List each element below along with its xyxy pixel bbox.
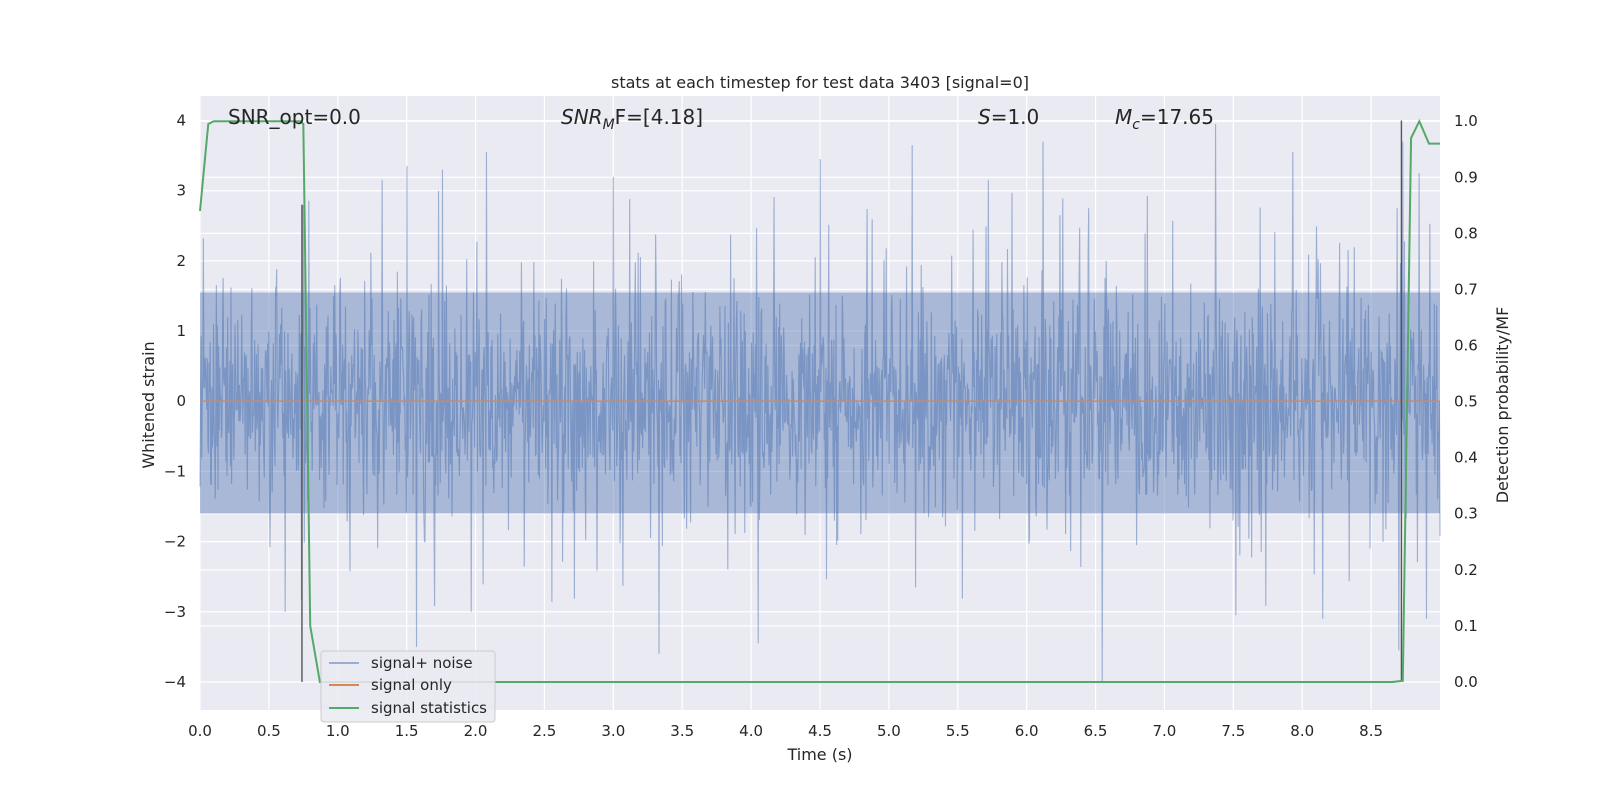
- legend-box: [320, 650, 496, 723]
- y-right-tick-label: 0.7: [1454, 280, 1478, 298]
- signal-noise-line: [199, 124, 1441, 682]
- vertical-markers: [301, 120, 1403, 682]
- x-tick-label: 3.0: [601, 722, 625, 740]
- y-left-tick-label: −3: [164, 603, 186, 621]
- annotation-s: S=1.0: [978, 105, 1039, 129]
- x-tick-label: 4.5: [808, 722, 832, 740]
- annotation-mc-tail: =17.65: [1140, 105, 1214, 129]
- legend-label-signal-only: signal only: [371, 676, 452, 694]
- y-right-tick-label: 1.0: [1454, 112, 1478, 130]
- x-tick-label: 5.0: [877, 722, 901, 740]
- y-left-tick-label: 0: [176, 392, 186, 410]
- legend: signal+ noise signal only signal statist…: [320, 650, 496, 723]
- signal-noise-series: [199, 124, 1441, 682]
- y-left-tick-label: −2: [164, 533, 186, 551]
- y-left-tick-label: 2: [176, 252, 186, 270]
- x-tick-label: 0.0: [188, 722, 212, 740]
- y-right-tick-label: 0.0: [1454, 673, 1478, 691]
- y-right-tick-label: 0.4: [1454, 449, 1478, 467]
- y-right-tick-label: 0.8: [1454, 224, 1478, 242]
- y-axis-label: Whitened strain: [139, 341, 158, 468]
- x-tick-label: 8.5: [1359, 722, 1383, 740]
- y-right-tick-label: 0.5: [1454, 393, 1478, 411]
- x-tick-label: 0.5: [257, 722, 281, 740]
- y-right-tick-labels: 0.0 0.1 0.2 0.3 0.4 0.5 0.6 0.7 0.8 0.9 1.0: [1454, 112, 1478, 691]
- x-tick-labels: 0.0 0.5 1.0 1.5 2.0 2.5 3.0 3.5 4.0 4.5 5.0 5.5 6.0 6…: [188, 722, 1383, 740]
- annotation-s-label: S: [978, 105, 991, 129]
- annotation-mc-sub: c: [1132, 117, 1140, 133]
- annotation-s-tail: =1.0: [991, 105, 1040, 129]
- x-tick-label: 7.5: [1221, 722, 1245, 740]
- y-right-tick-label: 0.1: [1454, 617, 1478, 635]
- y-right-tick-label: 0.6: [1454, 337, 1478, 355]
- x-tick-label: 5.5: [946, 722, 970, 740]
- annotation-snr-mf-label: SNR: [561, 105, 603, 129]
- y-right-axis-label: Detection probability/MF: [1493, 307, 1512, 504]
- x-tick-label: 3.5: [670, 722, 694, 740]
- x-tick-label: 7.0: [1153, 722, 1177, 740]
- y-left-tick-labels: −4 −3 −2 −1 0 1 2 3 4: [164, 112, 186, 691]
- annotation-snr-mf-sub: M: [603, 117, 615, 133]
- y-left-tick-label: 4: [176, 112, 186, 130]
- annotation-snr-opt: SNR_opt=0.0: [228, 105, 361, 129]
- y-left-tick-label: 1: [176, 322, 186, 340]
- y-right-tick-label: 0.9: [1454, 168, 1478, 186]
- x-tick-label: 2.5: [533, 722, 557, 740]
- chart-title: stats at each timestep for test data 340…: [611, 73, 1029, 92]
- x-tick-label: 4.0: [739, 722, 763, 740]
- legend-label-signal-noise: signal+ noise: [371, 654, 473, 672]
- annotation-snr-mf: SNRMF=[4.18]: [561, 105, 703, 133]
- annotation-mc: Mc=17.65: [1115, 105, 1214, 133]
- x-tick-label: 1.0: [326, 722, 350, 740]
- x-tick-label: 1.5: [395, 722, 419, 740]
- y-right-tick-label: 0.3: [1454, 505, 1478, 523]
- x-tick-label: 6.5: [1084, 722, 1108, 740]
- x-tick-label: 2.0: [464, 722, 488, 740]
- y-left-tick-label: −4: [164, 673, 186, 691]
- y-right-tick-label: 0.2: [1454, 561, 1478, 579]
- y-left-tick-label: 3: [176, 182, 186, 200]
- legend-label-signal-statistics: signal statistics: [371, 699, 487, 717]
- x-axis-label: Time (s): [786, 745, 852, 764]
- x-tick-label: 8.0: [1290, 722, 1314, 740]
- x-tick-label: 6.0: [1015, 722, 1039, 740]
- annotation-snr-mf-tail: F=[4.18]: [615, 105, 703, 129]
- y-left-tick-label: −1: [164, 462, 186, 480]
- annotation-mc-label: M: [1115, 105, 1132, 129]
